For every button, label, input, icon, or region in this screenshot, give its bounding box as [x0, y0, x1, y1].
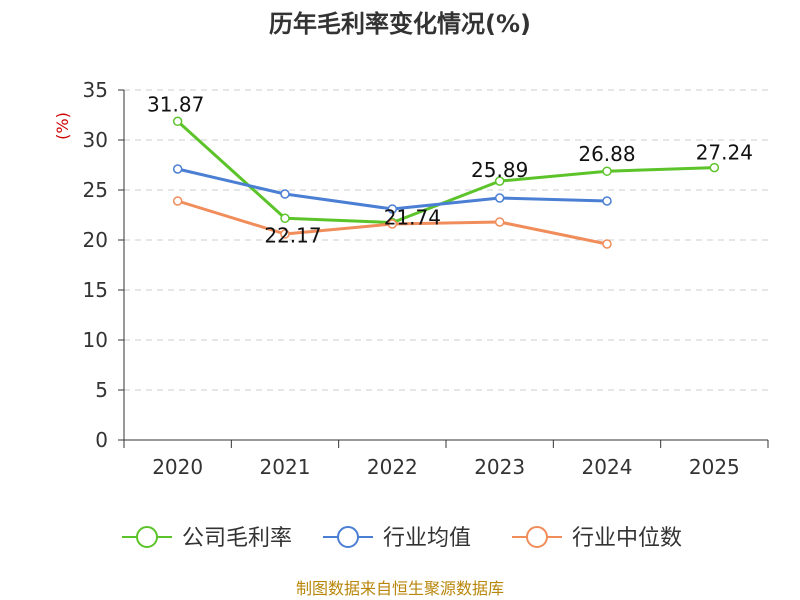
legend-marker [337, 526, 359, 548]
y-tick-label: 25 [83, 178, 108, 202]
x-tick-label: 2025 [689, 455, 740, 479]
series-layer [172, 116, 720, 249]
data-label: 27.24 [696, 141, 753, 165]
data-label: 25.89 [471, 158, 528, 182]
data-point [494, 193, 505, 203]
x-tick-label: 2020 [152, 455, 203, 479]
legend-label: 行业均值 [383, 526, 471, 551]
legend: 公司毛利率 行业均值 行业中位数 [122, 526, 682, 551]
data-point [280, 229, 290, 239]
data-point [602, 166, 612, 176]
data-point [172, 196, 183, 206]
data-point [602, 239, 612, 249]
data-label: 22.17 [264, 223, 321, 247]
x-tick-label: 2024 [582, 455, 633, 479]
y-tick-label: 15 [83, 278, 108, 302]
data-point [602, 196, 612, 206]
data-label-layer: 31.87 22.17 21.74 25.89 26.88 27.24 [147, 92, 753, 247]
grid [124, 89, 768, 391]
series-line [177, 167, 608, 211]
data-point [387, 219, 398, 229]
data-point [172, 116, 183, 127]
data-point [172, 164, 183, 174]
x-tick-label: 2021 [260, 455, 311, 479]
data-point [280, 189, 290, 199]
data-label: 31.87 [147, 92, 204, 116]
x-tick-label: 2022 [367, 455, 418, 479]
legend-marker [526, 526, 548, 548]
data-point [494, 217, 505, 227]
data-label: 21.74 [384, 206, 441, 230]
y-tick-label: 0 [95, 428, 108, 452]
y-tick-label: 30 [83, 128, 108, 152]
data-label: 26.88 [578, 142, 635, 166]
x-tick-label: 2023 [474, 455, 525, 479]
chart-title: 历年毛利率变化情况(%) [269, 10, 531, 38]
y-tick-label: 5 [95, 378, 108, 402]
data-point [494, 176, 505, 186]
source-note: 制图数据来自恒生聚源数据库 [296, 579, 504, 598]
y-tick-label: 35 [83, 78, 108, 102]
legend-label: 公司毛利率 [182, 526, 292, 551]
data-point [709, 162, 720, 173]
data-point [387, 204, 398, 214]
data-point [280, 213, 290, 224]
legend-label: 行业中位数 [572, 526, 682, 551]
y-tick-label: 10 [83, 328, 108, 352]
series-line [176, 120, 715, 225]
y-axis-label: (%) [53, 112, 72, 140]
y-tick-label: 20 [83, 228, 108, 252]
legend-marker [136, 526, 158, 548]
